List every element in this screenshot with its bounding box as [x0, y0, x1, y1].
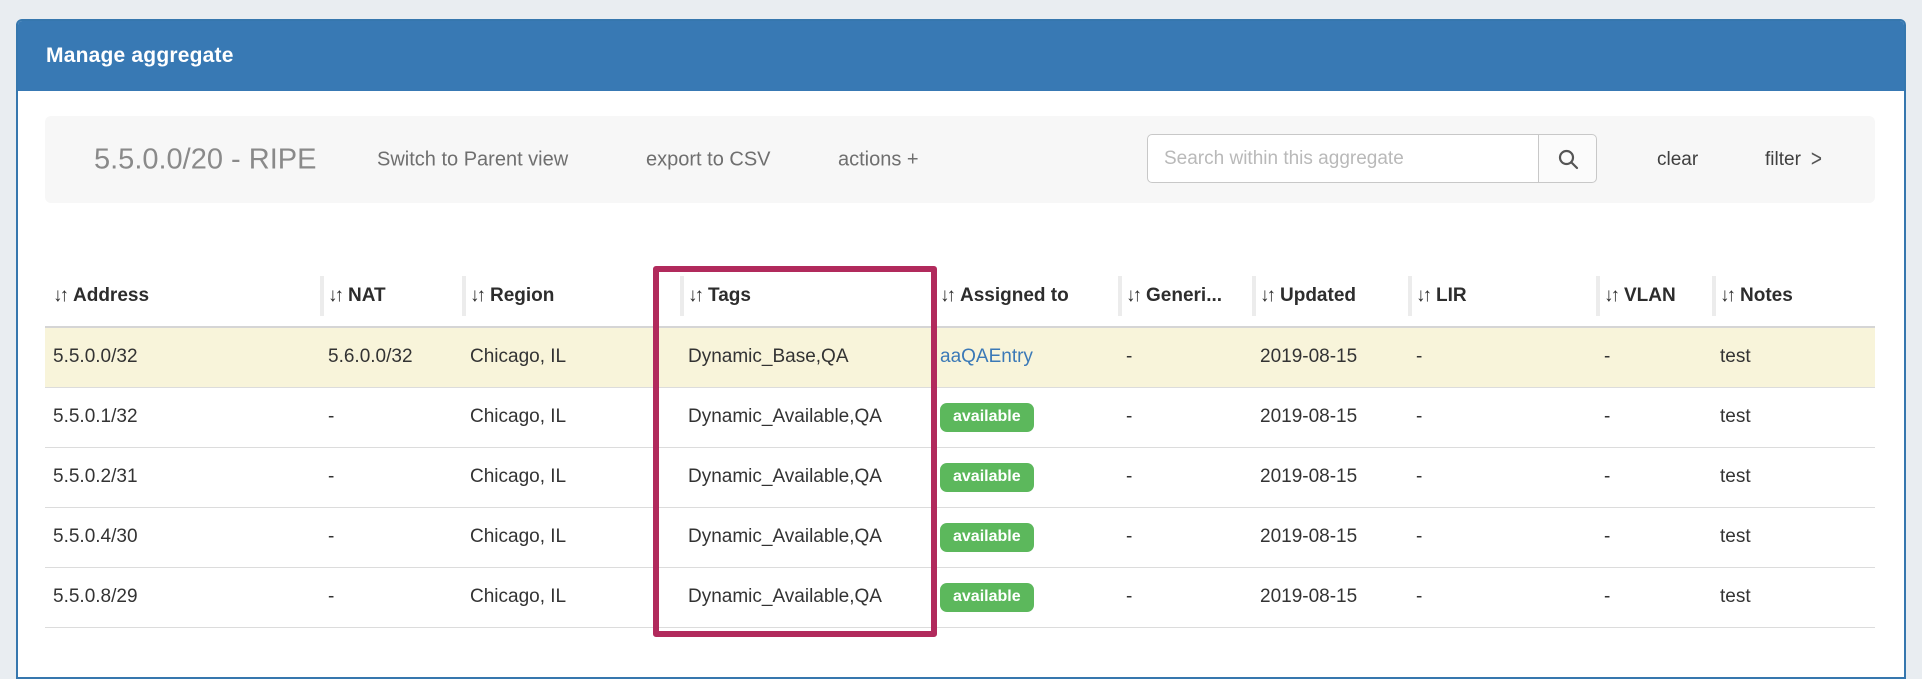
status-badge: available	[940, 462, 1034, 492]
updated-cell: 2019-08-15	[1260, 346, 1358, 368]
export-to-csv-link[interactable]: export to CSV	[646, 148, 771, 170]
nat-cell: -	[328, 466, 335, 487]
generic-cell: -	[1126, 406, 1133, 427]
region-cell: Chicago, IL	[470, 406, 567, 427]
sort-icon: ↓↑	[940, 284, 956, 306]
status-badge: available	[940, 582, 1034, 612]
toolbar: 5.5.0.0/20 - RIPE Switch to Parent view …	[45, 116, 1875, 203]
notes-cell: test	[1720, 526, 1751, 547]
status-badge: available	[940, 402, 1034, 432]
aggregate-label: 5.5.0.0/20 - RIPE	[94, 143, 317, 175]
column-header-assigned-to[interactable]: ↓↑ Assigned to	[932, 265, 1118, 327]
table-row: 5.5.0.4/30 - Chicago, IL Dynamic_Availab…	[45, 507, 1875, 567]
sort-icon: ↓↑	[1416, 284, 1432, 306]
assigned-to-cell: available	[932, 447, 1118, 507]
sort-icon: ↓↑	[1604, 284, 1620, 306]
lir-cell: -	[1416, 526, 1423, 547]
column-header-tags[interactable]: ↓↑ Tags	[680, 265, 932, 327]
address-cell: 5.5.0.8/29	[53, 586, 138, 607]
search-button[interactable]	[1538, 134, 1597, 183]
nat-cell: -	[328, 406, 335, 427]
region-cell: Chicago, IL	[470, 586, 567, 607]
address-cell: 5.5.0.0/32	[53, 346, 138, 368]
lir-cell: -	[1416, 586, 1423, 607]
status-badge: available	[940, 522, 1034, 552]
filter-link[interactable]: filter >	[1765, 145, 1823, 172]
tags-cell: Dynamic_Available,QA	[688, 586, 882, 607]
page-title: Manage aggregate	[46, 44, 234, 67]
sort-icon: ↓↑	[328, 284, 344, 306]
address-cell: 5.5.0.4/30	[53, 526, 138, 547]
panel-heading: Manage aggregate	[18, 21, 1904, 91]
assigned-to-cell: available	[932, 507, 1118, 567]
sort-icon: ↓↑	[1126, 284, 1142, 306]
sort-icon: ↓↑	[1260, 284, 1276, 306]
table-header-row: ↓↑ Address ↓↑ NAT ↓↑ Region ↓↑ Tags ↓↑ Assign…	[45, 265, 1875, 327]
assigned-to-cell: available	[932, 567, 1118, 627]
assigned-to-cell: available	[932, 387, 1118, 447]
assigned-to-cell: aaQAEntry	[932, 327, 1118, 387]
notes-cell: test	[1720, 346, 1751, 368]
updated-cell: 2019-08-15	[1260, 526, 1358, 547]
notes-cell: test	[1720, 586, 1751, 607]
chevron-right-icon: >	[1810, 145, 1823, 172]
vlan-cell: -	[1604, 586, 1611, 607]
vlan-cell: -	[1604, 466, 1611, 487]
column-header-generic[interactable]: ↓↑ Generi...	[1118, 265, 1252, 327]
table-row: 5.5.0.8/29 - Chicago, IL Dynamic_Availab…	[45, 567, 1875, 627]
actions-menu-button[interactable]: actions +	[838, 148, 919, 170]
updated-cell: 2019-08-15	[1260, 406, 1358, 427]
search-group	[1147, 134, 1597, 183]
lir-cell: -	[1416, 346, 1423, 368]
switch-to-parent-view-link[interactable]: Switch to Parent view	[377, 148, 569, 170]
page: Manage aggregate 5.5.0.0/20 - RIPE Switc…	[16, 19, 1906, 679]
generic-cell: -	[1126, 346, 1133, 368]
assigned-entry-link[interactable]: aaQAEntry	[940, 346, 1033, 368]
notes-cell: test	[1720, 406, 1751, 427]
region-cell: Chicago, IL	[470, 466, 567, 487]
table-row: 5.5.0.0/32 5.6.0.0/32 Chicago, IL Dynami…	[45, 327, 1875, 387]
lir-cell: -	[1416, 466, 1423, 487]
column-header-nat[interactable]: ↓↑ NAT	[320, 265, 462, 327]
region-cell: Chicago, IL	[470, 346, 567, 368]
sort-icon: ↓↑	[53, 284, 69, 306]
search-input[interactable]	[1147, 134, 1539, 183]
filter-label: filter	[1765, 148, 1801, 170]
nat-cell: -	[328, 586, 335, 607]
column-header-lir[interactable]: ↓↑ LIR	[1408, 265, 1596, 327]
updated-cell: 2019-08-15	[1260, 466, 1358, 487]
address-cell: 5.5.0.2/31	[53, 466, 138, 487]
column-header-notes[interactable]: ↓↑ Notes	[1712, 265, 1875, 327]
aggregate-table: ↓↑ Address ↓↑ NAT ↓↑ Region ↓↑ Tags ↓↑ Assign…	[45, 265, 1875, 628]
nat-cell: 5.6.0.0/32	[328, 346, 413, 368]
column-header-address[interactable]: ↓↑ Address	[53, 284, 150, 306]
vlan-cell: -	[1604, 406, 1611, 427]
notes-cell: test	[1720, 466, 1751, 487]
region-cell: Chicago, IL	[470, 526, 567, 547]
vlan-cell: -	[1604, 526, 1611, 547]
column-header-region[interactable]: ↓↑ Region	[462, 265, 680, 327]
column-header-vlan[interactable]: ↓↑ VLAN	[1596, 265, 1712, 327]
tags-cell: Dynamic_Base,QA	[688, 346, 849, 368]
search-icon	[1558, 149, 1578, 169]
table-row: 5.5.0.2/31 - Chicago, IL Dynamic_Availab…	[45, 447, 1875, 507]
table-row: 5.5.0.1/32 - Chicago, IL Dynamic_Availab…	[45, 387, 1875, 447]
sort-icon: ↓↑	[688, 284, 704, 306]
generic-cell: -	[1126, 466, 1133, 487]
vlan-cell: -	[1604, 346, 1611, 368]
tags-cell: Dynamic_Available,QA	[688, 406, 882, 427]
sort-icon: ↓↑	[470, 284, 486, 306]
sort-icon: ↓↑	[1720, 284, 1736, 306]
address-cell: 5.5.0.1/32	[53, 406, 138, 427]
tags-cell: Dynamic_Available,QA	[688, 466, 882, 487]
column-header-updated[interactable]: ↓↑ Updated	[1252, 265, 1408, 327]
lir-cell: -	[1416, 406, 1423, 427]
nat-cell: -	[328, 526, 335, 547]
tags-cell: Dynamic_Available,QA	[688, 526, 882, 547]
generic-cell: -	[1126, 586, 1133, 607]
updated-cell: 2019-08-15	[1260, 586, 1358, 607]
clear-link[interactable]: clear	[1657, 148, 1699, 170]
generic-cell: -	[1126, 526, 1133, 547]
